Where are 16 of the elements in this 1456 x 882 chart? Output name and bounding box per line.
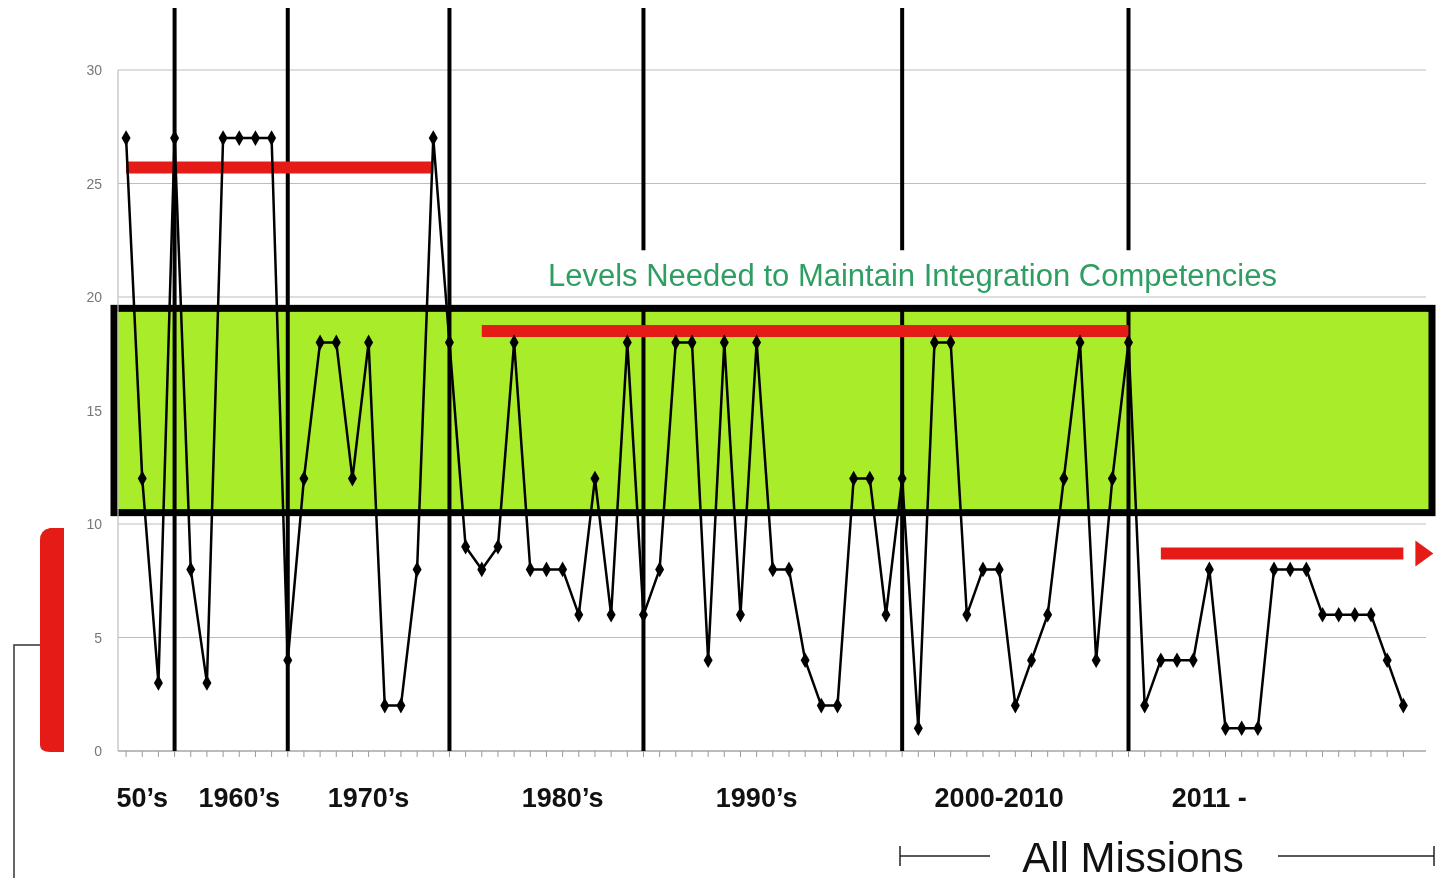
y-tick-label: 0 — [94, 743, 103, 759]
y-tick-label: 25 — [86, 175, 103, 192]
x-tick-label: 1980’s — [521, 783, 604, 813]
x-tick-label: 1960’s — [198, 783, 281, 813]
x-tick-label: 1970’s — [327, 783, 410, 813]
y-tick-label: 30 — [86, 62, 103, 78]
y-tick-label: 10 — [86, 516, 103, 532]
x-tick-label: 2011 - — [1171, 783, 1247, 813]
band-label: Levels Needed to Maintain Integration Competencies — [548, 258, 1277, 294]
text: All Missions — [1022, 834, 1244, 881]
y-tick-label: 20 — [86, 289, 103, 305]
y-tick-label: 5 — [94, 629, 103, 646]
x-tick-label: 50’s — [116, 783, 169, 813]
x-tick-label: 1990’s — [715, 783, 798, 813]
x-tick-label: 2000-2010 — [934, 783, 1064, 813]
y-tick-label: 15 — [86, 402, 103, 419]
